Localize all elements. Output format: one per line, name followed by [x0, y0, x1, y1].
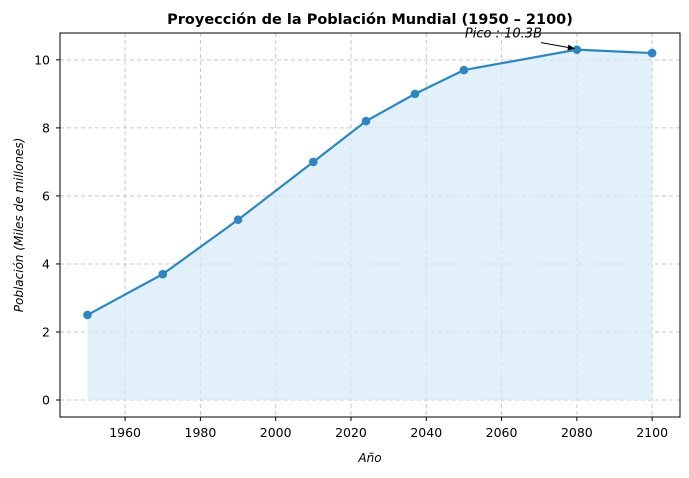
peak-annotation: Pico : 10.3B [465, 27, 575, 51]
x-tick-label: 2020 [335, 425, 367, 440]
data-point [158, 269, 168, 279]
data-point [410, 89, 420, 99]
x-tick-label: 1980 [185, 425, 217, 440]
x-tick-label: 2100 [636, 425, 668, 440]
y-tick-label: 0 [42, 392, 50, 407]
x-ticks: 1960 1980 2000 2020 2040 2060 2080 2100 [109, 417, 668, 440]
data-point [361, 116, 371, 126]
y-ticks: 0 2 4 6 8 10 [34, 52, 60, 407]
y-tick-label: 2 [42, 324, 50, 339]
x-axis-label: Año [357, 451, 381, 465]
arrow-head-icon [567, 44, 575, 51]
y-axis-label: Población (Miles de millones) [12, 138, 26, 313]
x-tick-label: 2080 [561, 425, 593, 440]
data-point [83, 310, 92, 320]
y-tick-label: 6 [42, 188, 50, 203]
y-tick-label: 10 [34, 52, 50, 67]
x-tick-label: 2060 [486, 425, 518, 440]
y-tick-label: 8 [42, 120, 50, 135]
data-point [309, 157, 318, 167]
data-points [83, 45, 657, 320]
x-tick-label: 1960 [109, 425, 141, 440]
chart-title: Proyección de la Población Mundial (1950… [167, 12, 573, 28]
data-point [572, 45, 582, 54]
area-fill [87, 49, 653, 400]
data-point [233, 215, 243, 225]
peak-annotation-text: Pico : 10.3B [465, 27, 542, 42]
x-tick-label: 2040 [410, 425, 442, 440]
data-point [459, 65, 469, 75]
y-tick-label: 4 [42, 256, 50, 271]
x-tick-label: 2000 [260, 425, 292, 440]
data-point [647, 48, 657, 58]
plot-frame [59, 32, 681, 418]
